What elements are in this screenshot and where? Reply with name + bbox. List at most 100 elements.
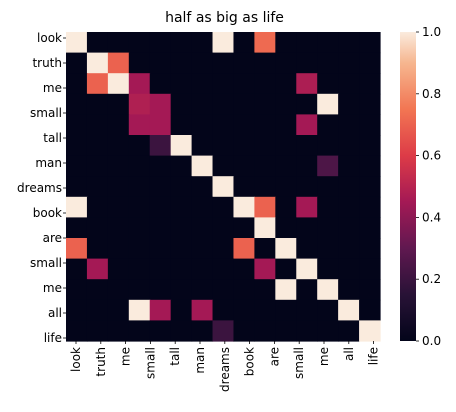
heatmap-cell bbox=[107, 217, 130, 239]
y-tick-label: life bbox=[44, 331, 62, 345]
heatmap-cell bbox=[338, 114, 360, 136]
heatmap-cell bbox=[66, 238, 88, 260]
heatmap-cell bbox=[275, 52, 297, 74]
heatmap-cell bbox=[191, 73, 214, 95]
heatmap-cell bbox=[66, 155, 88, 177]
heatmap-cell bbox=[149, 176, 172, 198]
x-tick-label: small bbox=[292, 347, 306, 379]
x-tick-label: me bbox=[119, 347, 133, 366]
heatmap-cell bbox=[191, 135, 214, 157]
heatmap-cell bbox=[212, 73, 235, 95]
colorbar-ticks: 0.0 0.2 0.4 0.6 0.8 1.0 bbox=[416, 25, 441, 348]
y-tick-label: are bbox=[43, 231, 62, 245]
heatmap-cell bbox=[233, 114, 255, 136]
heatmap-cell bbox=[317, 176, 339, 198]
colorbar-tick-label: 0.6 bbox=[422, 149, 441, 163]
heatmap-cell bbox=[296, 93, 318, 115]
heatmap-cell bbox=[66, 52, 88, 74]
heatmap-cell bbox=[233, 238, 255, 260]
heatmap-cell bbox=[86, 155, 109, 177]
heatmap-cell bbox=[107, 93, 130, 115]
heatmap-cell bbox=[107, 320, 130, 342]
heatmap-cell bbox=[233, 73, 255, 95]
heatmap-cell bbox=[107, 258, 130, 280]
heatmap-cell bbox=[128, 155, 151, 177]
heatmap-cell bbox=[191, 217, 214, 239]
heatmap-cell bbox=[170, 217, 193, 239]
heatmap-cell bbox=[296, 52, 318, 74]
x-tick-label: are bbox=[267, 347, 281, 366]
heatmap-cell bbox=[170, 238, 193, 260]
colorbar-tick-label: 0.0 bbox=[422, 334, 441, 348]
heatmap-cell bbox=[317, 320, 339, 342]
heatmap-cell bbox=[191, 114, 214, 136]
heatmap-cell bbox=[275, 320, 297, 342]
heatmap-cell bbox=[212, 196, 235, 218]
heatmap-cell bbox=[191, 32, 214, 54]
heatmap-cell bbox=[275, 279, 297, 301]
heatmap-cell bbox=[66, 93, 88, 115]
heatmap-cell bbox=[317, 135, 339, 157]
heatmap-cell bbox=[170, 32, 193, 54]
y-tick-label: dreams bbox=[17, 181, 62, 195]
x-tick-label: all bbox=[342, 347, 356, 361]
heatmap-cell bbox=[66, 320, 88, 342]
heatmap-cell bbox=[66, 73, 88, 95]
heatmap-cell bbox=[275, 155, 297, 177]
heatmap-cell bbox=[107, 238, 130, 260]
y-tick-labels: look truth me small tall man dreams book are smal… bbox=[17, 31, 66, 345]
heatmap-cell bbox=[191, 320, 214, 342]
heatmap-cell bbox=[128, 93, 151, 115]
heatmap-cell bbox=[233, 155, 255, 177]
heatmap-cell bbox=[149, 155, 172, 177]
heatmap-cell bbox=[296, 155, 318, 177]
heatmap-cell bbox=[170, 52, 193, 74]
heatmap-cell bbox=[107, 176, 130, 198]
heatmap-cell bbox=[359, 279, 381, 301]
heatmap-cell bbox=[275, 238, 297, 260]
heatmap-cell bbox=[191, 238, 214, 260]
heatmap-cell bbox=[338, 258, 360, 280]
heatmap-cell bbox=[212, 238, 235, 260]
heatmap-cell bbox=[359, 196, 381, 218]
heatmap-cell bbox=[233, 196, 255, 218]
heatmap-cell bbox=[128, 52, 151, 74]
heatmap-cell bbox=[338, 73, 360, 95]
heatmap-cell bbox=[212, 52, 235, 74]
heatmap-cell bbox=[66, 32, 88, 54]
heatmap-cell bbox=[149, 32, 172, 54]
heatmap-cell bbox=[212, 320, 235, 342]
heatmap-cell bbox=[149, 52, 172, 74]
heatmap-cell bbox=[338, 176, 360, 198]
heatmap-cell bbox=[359, 52, 381, 74]
heatmap-cell bbox=[107, 135, 130, 157]
heatmap-cell bbox=[254, 32, 276, 54]
heatmap-cell bbox=[338, 52, 360, 74]
colorbar bbox=[400, 32, 416, 341]
x-tick-label: man bbox=[193, 347, 207, 374]
heatmap-cell bbox=[107, 299, 130, 321]
x-tick-label: tall bbox=[168, 347, 182, 366]
heatmap-cell bbox=[212, 299, 235, 321]
heatmap-cell bbox=[338, 155, 360, 177]
heatmap-cell bbox=[317, 238, 339, 260]
heatmap-cell bbox=[86, 320, 109, 342]
heatmap-cell bbox=[212, 114, 235, 136]
heatmap-cell bbox=[170, 73, 193, 95]
heatmap-cell bbox=[191, 196, 214, 218]
heatmap-cell bbox=[170, 93, 193, 115]
y-tick-label: small bbox=[30, 106, 62, 120]
heatmap-cell bbox=[317, 32, 339, 54]
heatmap-cell bbox=[317, 279, 339, 301]
heatmap-cell bbox=[128, 299, 151, 321]
heatmap-cell bbox=[254, 176, 276, 198]
heatmap-cell bbox=[338, 299, 360, 321]
heatmap-cell bbox=[359, 73, 381, 95]
heatmap-cell bbox=[107, 32, 130, 54]
heatmap-cell bbox=[86, 52, 109, 74]
heatmap-cell bbox=[128, 73, 151, 95]
heatmap-cell bbox=[191, 258, 214, 280]
heatmap-cell bbox=[233, 52, 255, 74]
heatmap-cell bbox=[86, 279, 109, 301]
